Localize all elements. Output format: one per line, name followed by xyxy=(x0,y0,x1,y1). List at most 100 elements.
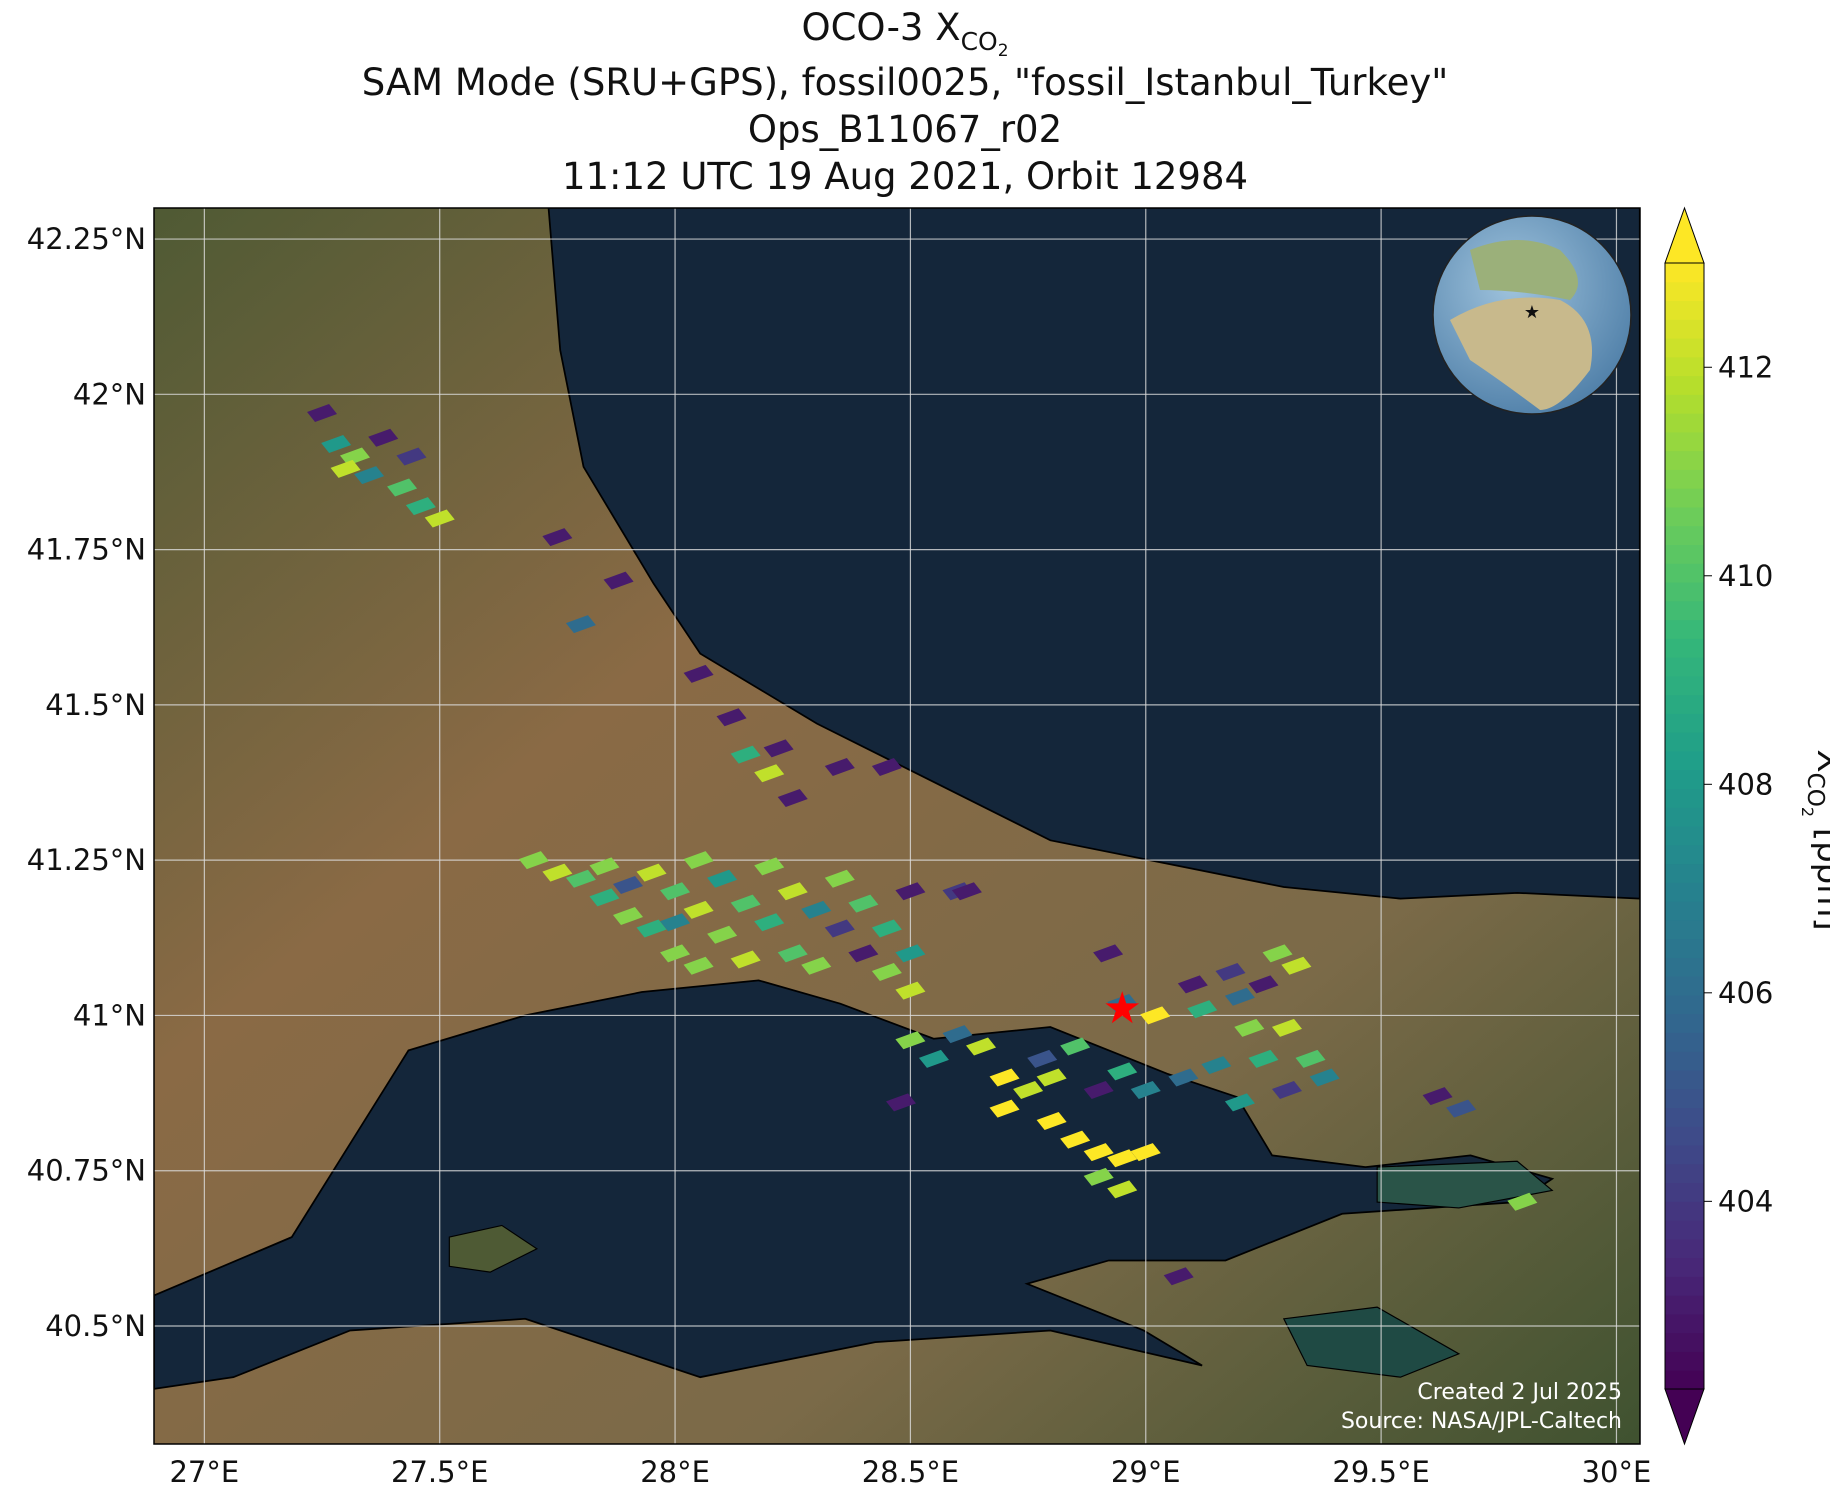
sounding xyxy=(330,459,361,478)
subtitle: 11:12 UTC 19 Aug 2021, Orbit 12984 xyxy=(562,155,1248,198)
sounding xyxy=(589,857,620,876)
globe-land xyxy=(1470,240,1578,300)
colorbar-segment xyxy=(1665,1051,1704,1071)
sounding xyxy=(895,944,926,963)
sounding xyxy=(989,1068,1020,1087)
colorbar-segment xyxy=(1665,938,1704,958)
sounding xyxy=(1083,1167,1114,1186)
sounding xyxy=(636,863,667,882)
sounding xyxy=(354,466,385,485)
colorbar-segment xyxy=(1665,413,1704,433)
sounding xyxy=(1027,1049,1058,1068)
colorbar-segment xyxy=(1665,1276,1704,1296)
colorbar-segment xyxy=(1665,901,1704,921)
sounding xyxy=(1107,1062,1138,1081)
sounding xyxy=(801,956,832,975)
y-tick-label: 42°N xyxy=(73,377,146,411)
sounding xyxy=(565,869,596,888)
y-tick-label: 40.5°N xyxy=(45,1309,146,1343)
sounding xyxy=(405,497,436,516)
colorbar-segment xyxy=(1665,694,1704,714)
sounding xyxy=(895,1031,926,1050)
sounding xyxy=(1271,1018,1302,1037)
cb-label-subsub: 2 xyxy=(1798,807,1817,817)
sounding xyxy=(321,435,352,454)
colorbar-segment xyxy=(1665,1145,1704,1165)
colorbar-segment xyxy=(1665,525,1704,545)
colorbar-segment xyxy=(1665,1220,1704,1240)
colorbar-tick-label: 408 xyxy=(1718,767,1773,801)
sounding xyxy=(636,919,667,938)
sounding xyxy=(542,863,573,882)
map-layer: ★ xyxy=(154,208,1640,1444)
sounding xyxy=(871,757,902,776)
colorbar-segment xyxy=(1665,1351,1704,1371)
sounding xyxy=(612,907,643,926)
y-tick-label: 41°N xyxy=(73,998,146,1032)
cb-label-sub: CO xyxy=(1802,773,1828,807)
colorbar-segment xyxy=(1665,1332,1704,1352)
colorbar-segment xyxy=(1665,657,1704,677)
sounding xyxy=(1107,1180,1138,1199)
colorbar-segment xyxy=(1665,1313,1704,1334)
sounding xyxy=(396,447,427,466)
y-tick-label: 41.25°N xyxy=(27,843,146,877)
sounding xyxy=(777,789,808,808)
sounding xyxy=(424,509,455,528)
sounding xyxy=(763,739,794,758)
sounding xyxy=(1271,1080,1302,1099)
sounding xyxy=(730,950,761,969)
sounding xyxy=(1083,1143,1114,1162)
colorbar-segment xyxy=(1665,544,1704,564)
colorbar-segment xyxy=(1665,281,1704,302)
x-tick-label: 28.5°E xyxy=(862,1455,959,1489)
colorbar-segment xyxy=(1665,863,1704,883)
sounding xyxy=(886,1093,917,1112)
sounding xyxy=(387,478,418,497)
sounding xyxy=(730,894,761,913)
colorbar-segment xyxy=(1665,769,1704,789)
sounding xyxy=(1248,1049,1279,1068)
sounding xyxy=(1281,956,1312,975)
sounding xyxy=(683,664,714,683)
sounding xyxy=(660,913,691,932)
title-subsub: 2 xyxy=(998,41,1009,61)
colorbar-segment xyxy=(1665,994,1704,1015)
sounding xyxy=(1201,1056,1232,1075)
sounding xyxy=(754,764,785,783)
sounding xyxy=(1060,1037,1091,1056)
sounding xyxy=(801,900,832,919)
colorbar-segment xyxy=(1665,619,1704,639)
y-tick-label: 41.5°N xyxy=(45,688,146,722)
sounding xyxy=(848,894,879,913)
colorbar-segment xyxy=(1665,488,1704,508)
colorbar-segment xyxy=(1665,919,1704,940)
sounding xyxy=(612,876,643,895)
colorbar-segment xyxy=(1665,1238,1704,1259)
sounding xyxy=(1036,1112,1067,1131)
colorbar-tick-label: 406 xyxy=(1718,976,1773,1010)
lake xyxy=(1376,1160,1554,1209)
colorbar-segment xyxy=(1665,713,1704,733)
cb-label-unit: [ppm] xyxy=(1809,817,1830,931)
sounding xyxy=(1187,1000,1218,1019)
x-tick-label: 30°E xyxy=(1582,1455,1652,1489)
colorbar-tick-label: 410 xyxy=(1718,559,1773,593)
island xyxy=(448,1224,539,1273)
sounding xyxy=(603,571,634,590)
colorbar-segment xyxy=(1665,431,1704,452)
sounding xyxy=(1107,1149,1138,1168)
colorbar-extend-min xyxy=(1664,1388,1705,1446)
colorbar-segment xyxy=(1665,1370,1704,1390)
sounding xyxy=(1093,944,1124,963)
sounding xyxy=(824,757,855,776)
sounding xyxy=(1422,1087,1453,1106)
colorbar-segment xyxy=(1665,1107,1704,1127)
sounding xyxy=(1036,1068,1067,1087)
colorbar-extend-max xyxy=(1664,206,1705,264)
sounding xyxy=(848,944,879,963)
colorbar-segment xyxy=(1665,300,1704,320)
sounding xyxy=(918,1049,949,1068)
credit: Created 2 Jul 2025 xyxy=(1417,1380,1622,1405)
